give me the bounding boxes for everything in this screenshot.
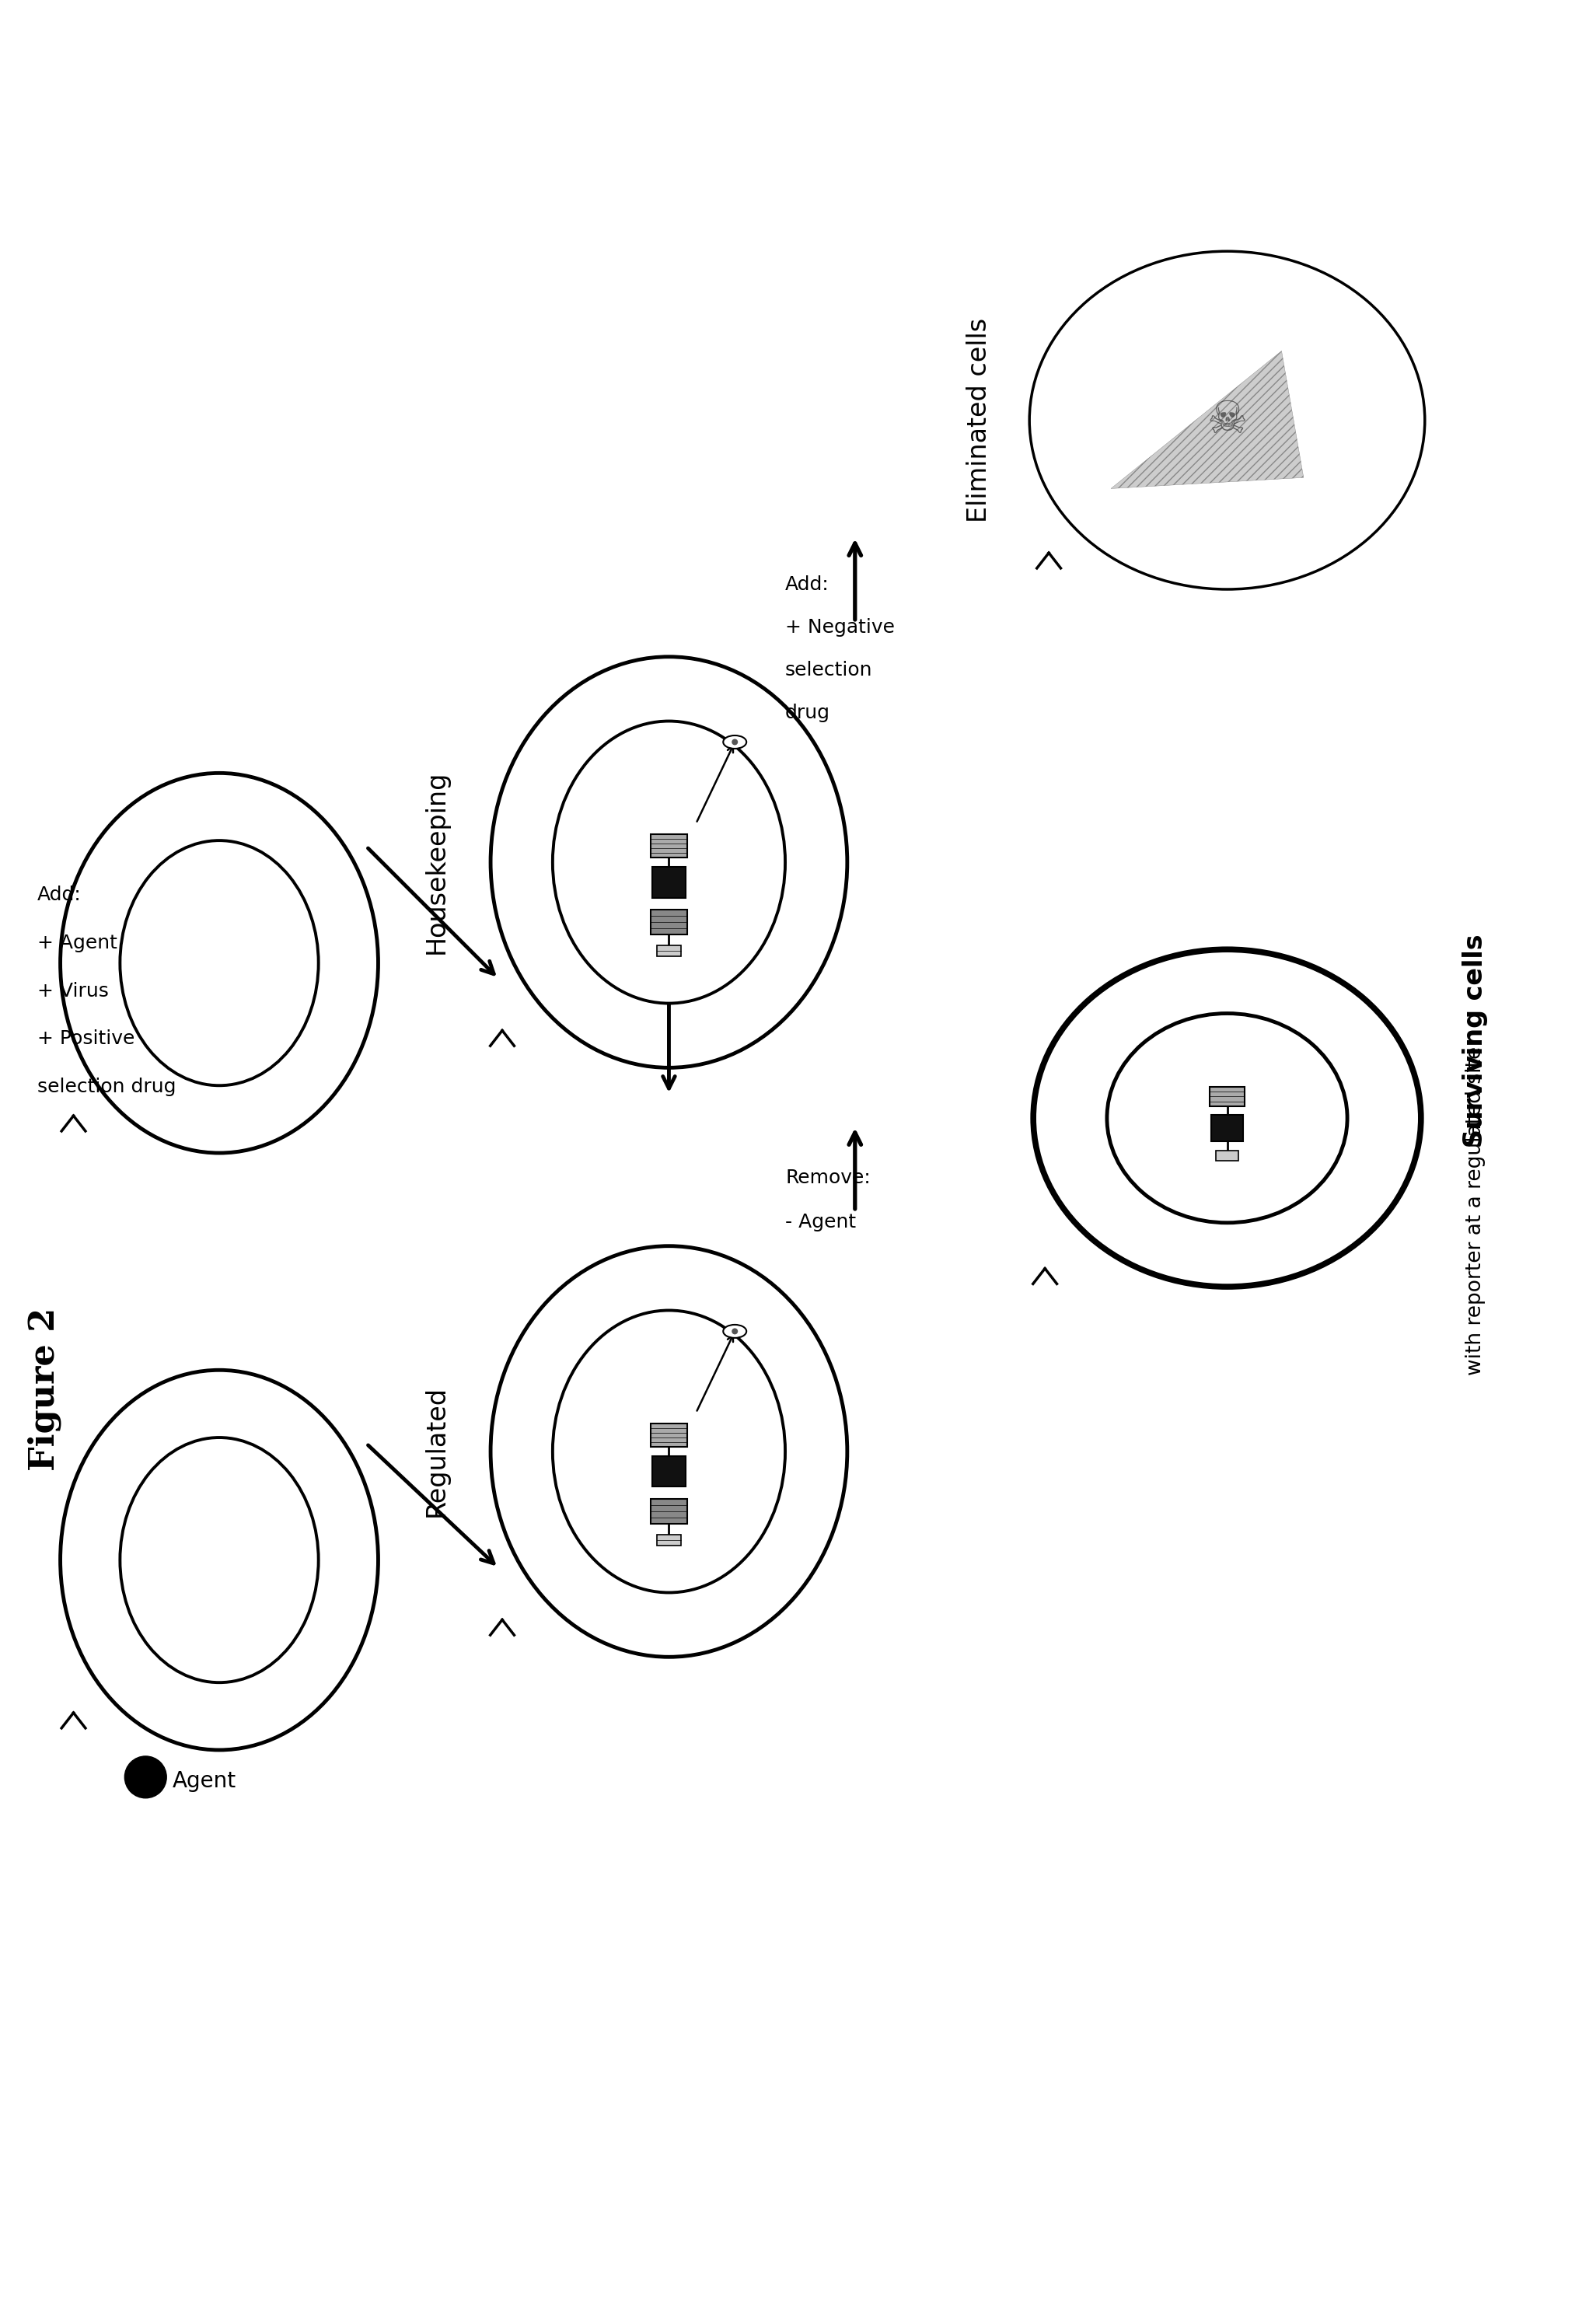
Circle shape <box>124 1756 166 1798</box>
Text: ☠: ☠ <box>1207 397 1248 441</box>
Bar <box>653 866 686 897</box>
Text: - Agent: - Agent <box>785 1213 855 1231</box>
Ellipse shape <box>1033 950 1420 1287</box>
Circle shape <box>731 1329 737 1333</box>
Ellipse shape <box>723 1324 747 1338</box>
Text: Agent: Agent <box>172 1770 236 1791</box>
Ellipse shape <box>490 1245 847 1656</box>
Text: selection drug: selection drug <box>37 1078 176 1096</box>
Text: selection: selection <box>785 660 873 678</box>
Bar <box>658 1536 681 1545</box>
Polygon shape <box>1111 351 1304 488</box>
Circle shape <box>731 739 737 746</box>
Ellipse shape <box>1108 1013 1347 1222</box>
Text: with reporter at a regulated site: with reporter at a regulated site <box>1465 1048 1486 1375</box>
Bar <box>651 834 688 857</box>
Text: Add:: Add: <box>37 885 81 904</box>
Text: Figure 2: Figure 2 <box>27 1308 62 1470</box>
Text: Eliminated cells: Eliminated cells <box>966 318 991 523</box>
Text: + Agent: + Agent <box>37 934 117 952</box>
Ellipse shape <box>120 841 319 1085</box>
Ellipse shape <box>723 736 747 748</box>
Text: + Positive: + Positive <box>37 1029 134 1048</box>
Bar <box>653 1457 686 1487</box>
Ellipse shape <box>120 1438 319 1682</box>
Ellipse shape <box>552 720 785 1004</box>
Ellipse shape <box>552 1310 785 1594</box>
Bar <box>1216 1150 1238 1162</box>
Text: Surviving cells: Surviving cells <box>1462 934 1487 1148</box>
Bar <box>651 1424 688 1447</box>
Ellipse shape <box>490 657 847 1069</box>
Ellipse shape <box>61 774 378 1152</box>
Text: + Negative: + Negative <box>785 618 895 637</box>
Bar <box>1210 1087 1245 1106</box>
Text: Add:: Add: <box>785 576 830 595</box>
Text: Regulated: Regulated <box>423 1387 448 1517</box>
Bar <box>1211 1115 1243 1141</box>
Ellipse shape <box>1029 251 1425 590</box>
Bar <box>651 1498 688 1524</box>
Text: drug: drug <box>785 704 830 722</box>
Ellipse shape <box>61 1371 378 1749</box>
Bar <box>658 945 681 957</box>
Text: Housekeeping: Housekeeping <box>423 771 448 955</box>
Bar <box>651 908 688 934</box>
Text: + Virus: + Virus <box>37 983 109 1001</box>
Text: Remove:: Remove: <box>785 1168 870 1187</box>
